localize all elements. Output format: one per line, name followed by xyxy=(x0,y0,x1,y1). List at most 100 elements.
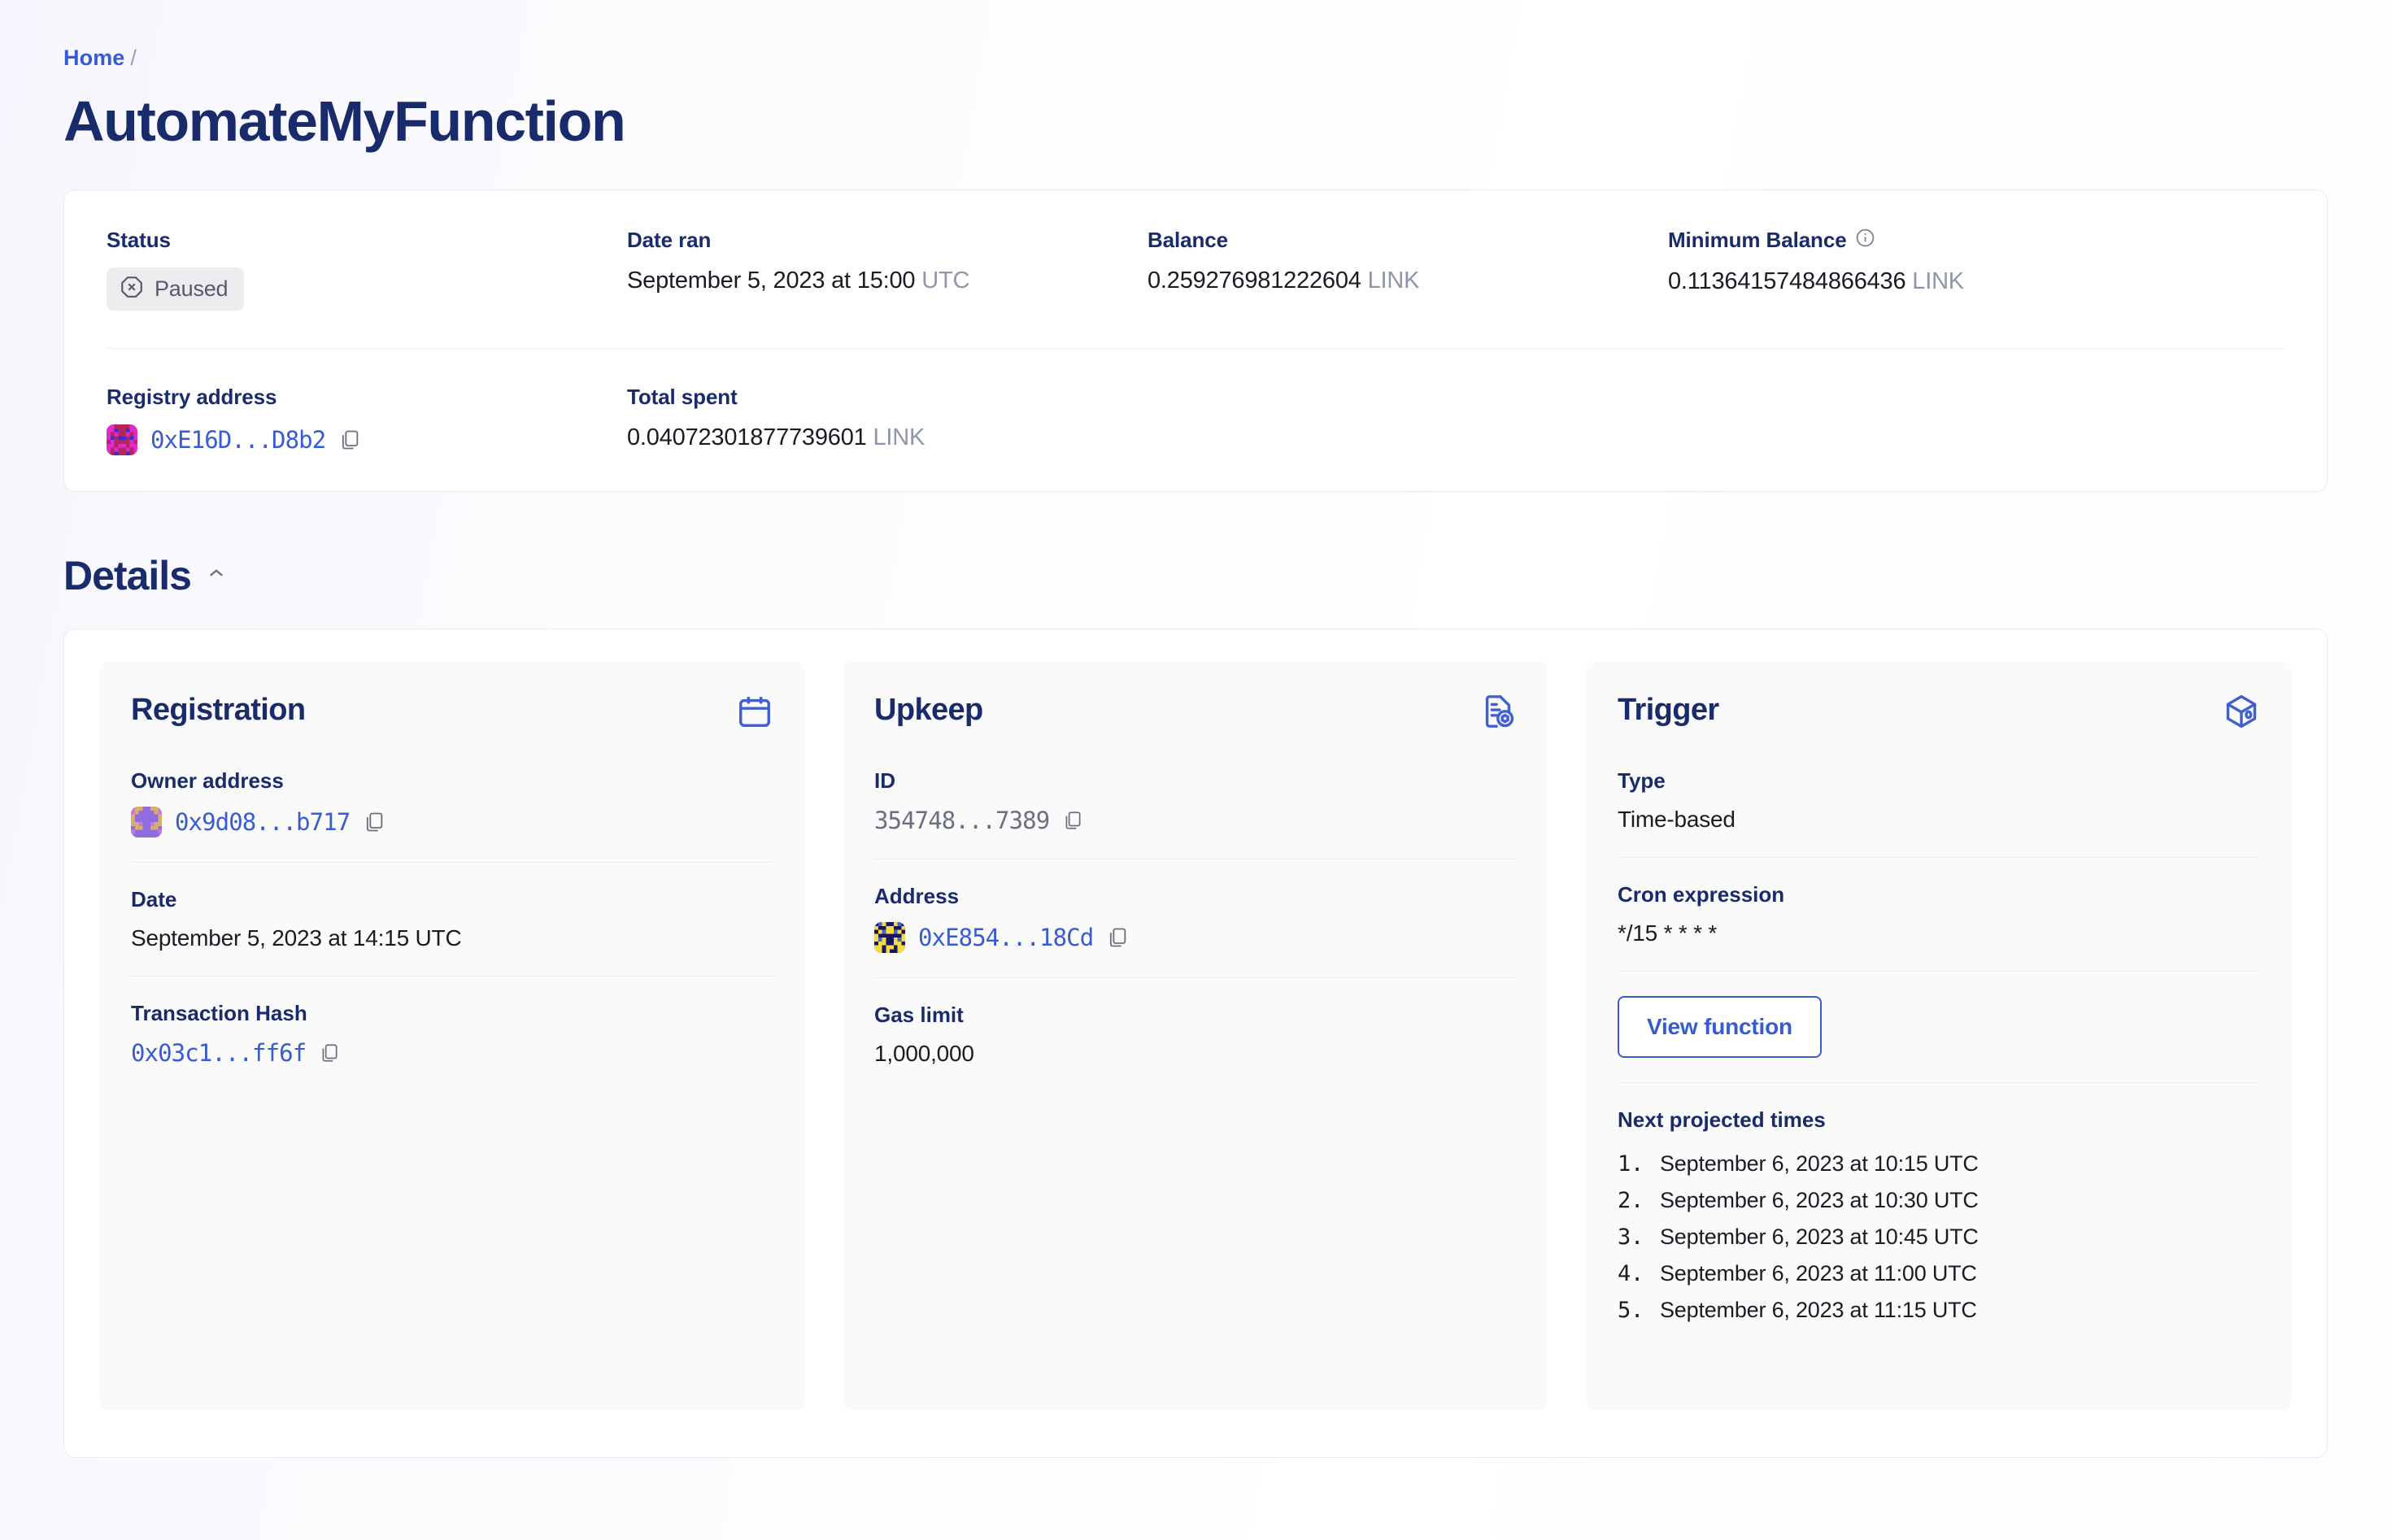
registration-panel: Registration Owner address xyxy=(100,661,804,1410)
registration-panel-title: Registration xyxy=(131,692,306,727)
gas-limit-label: Gas limit xyxy=(874,1002,964,1027)
details-title: Details xyxy=(63,552,192,598)
transaction-hash-row: Transaction Hash 0x03c1...ff6f xyxy=(131,1001,773,1091)
minimum-balance-field: Minimum Balance 0.11364157484866436 LINK xyxy=(1668,228,2284,348)
list-item: 3. September 6, 2023 at 10:45 UTC xyxy=(1618,1219,2260,1255)
cron-expression-value: */15 * * * * xyxy=(1618,920,1718,946)
summary-card: Status Paused Date ran September 5, 2023… xyxy=(63,189,2328,492)
copy-icon[interactable] xyxy=(319,1042,340,1064)
upkeep-id-text: 354748...7389 xyxy=(874,806,1050,834)
list-item: 2. September 6, 2023 at 10:30 UTC xyxy=(1618,1182,2260,1219)
date-ran-field: Date ran September 5, 2023 at 15:00 UTC xyxy=(627,228,1148,348)
projected-index: 1. xyxy=(1618,1151,1644,1177)
total-spent-label: Total spent xyxy=(627,384,738,409)
upkeep-id-value: 354748...7389 xyxy=(874,807,1517,834)
minimum-balance-label: Minimum Balance xyxy=(1668,228,2284,254)
minimum-balance-unit: LINK xyxy=(1912,268,1964,294)
document-seal-icon xyxy=(1479,693,1517,734)
registration-date-label: Date xyxy=(131,886,177,911)
upkeep-address-label: Address xyxy=(874,883,960,908)
registry-address-label: Registry address xyxy=(107,384,277,409)
projected-times-row: Next projected times 1. September 6, 202… xyxy=(1618,1107,2260,1353)
owner-address-label: Owner address xyxy=(131,768,284,793)
chevron-up-icon[interactable] xyxy=(206,563,227,588)
upkeep-address-link[interactable]: 0xE854...18Cd xyxy=(918,923,1094,951)
details-card: Registration Owner address xyxy=(63,628,2328,1458)
gas-limit-row: Gas limit 1,000,000 xyxy=(874,1003,1517,1091)
status-field: Status Paused xyxy=(107,228,627,348)
trigger-panel: Trigger Type Time-based xyxy=(1587,661,2291,1410)
cron-expression-label: Cron expression xyxy=(1618,881,1785,907)
balance-amount: 0.259276981222604 xyxy=(1148,267,1361,294)
minimum-balance-label-text: Minimum Balance xyxy=(1668,228,1847,252)
projected-time: September 6, 2023 at 11:15 UTC xyxy=(1660,1297,1977,1322)
date-ran-unit: UTC xyxy=(921,267,970,294)
transaction-hash-link[interactable]: 0x03c1...ff6f xyxy=(131,1038,307,1067)
projected-index: 2. xyxy=(1618,1187,1644,1213)
owner-address-value: 0x9d08...b717 xyxy=(131,806,773,837)
projected-index: 3. xyxy=(1618,1224,1644,1250)
gas-limit-value: 1,000,000 xyxy=(874,1040,974,1066)
owner-address-row: Owner address xyxy=(131,768,773,863)
total-spent-value: 0.04072301877739601 LINK xyxy=(627,424,1148,451)
status-label: Status xyxy=(107,227,171,252)
upkeep-id-label: ID xyxy=(874,768,895,793)
page-root: Home / AutomateMyFunction Status Paused xyxy=(63,46,2328,1458)
copy-icon[interactable] xyxy=(363,811,385,833)
total-spent-unit: LINK xyxy=(873,424,925,450)
trigger-panel-title: Trigger xyxy=(1618,692,1719,727)
breadcrumb-home-link[interactable]: Home xyxy=(63,46,125,70)
projected-time: September 6, 2023 at 10:15 UTC xyxy=(1660,1151,1979,1176)
upkeep-address-value: 0xE854...18Cd xyxy=(874,921,1517,953)
breadcrumb-separator: / xyxy=(130,46,137,70)
projected-times-list: 1. September 6, 2023 at 10:15 UTC 2. Sep… xyxy=(1618,1146,2260,1329)
registration-date-value: September 5, 2023 at 14:15 UTC xyxy=(131,924,462,951)
trigger-type-label: Type xyxy=(1618,768,1666,793)
details-header[interactable]: Details xyxy=(63,552,2328,599)
list-item: 1. September 6, 2023 at 10:15 UTC xyxy=(1618,1146,2260,1182)
upkeep-identicon xyxy=(874,921,905,953)
trigger-type-row: Type Time-based xyxy=(1618,768,2260,858)
status-badge: Paused xyxy=(107,267,245,311)
balance-field: Balance 0.259276981222604 LINK xyxy=(1148,228,1668,348)
summary-divider xyxy=(107,347,2284,349)
copy-icon[interactable] xyxy=(1106,926,1129,949)
date-ran-value: September 5, 2023 at 15:00 UTC xyxy=(627,268,1148,294)
upkeep-address-row: Address xyxy=(874,884,1517,978)
projected-index: 4. xyxy=(1618,1260,1644,1286)
owner-identicon xyxy=(131,806,162,837)
total-spent-field: Total spent 0.04072301877739601 LINK xyxy=(627,349,1148,455)
registry-address-field: Registry address xyxy=(107,349,627,455)
balance-label: Balance xyxy=(1148,227,1229,252)
upkeep-panel: Upkeep ID 354748...7389 xyxy=(843,661,1548,1410)
list-item: 4. September 6, 2023 at 11:00 UTC xyxy=(1618,1255,2260,1292)
summary-empty-cell-1 xyxy=(1148,349,1668,455)
upkeep-panel-title: Upkeep xyxy=(874,692,983,727)
minimum-balance-value: 0.11364157484866436 LINK xyxy=(1668,268,2284,295)
copy-icon[interactable] xyxy=(1062,810,1083,831)
transaction-hash-value: 0x03c1...ff6f xyxy=(131,1039,773,1067)
date-ran-label: Date ran xyxy=(627,227,712,252)
cube-icon xyxy=(2223,693,2260,734)
projected-times-label: Next projected times xyxy=(1618,1107,1826,1132)
transaction-hash-label: Transaction Hash xyxy=(131,1000,307,1025)
registry-address-link[interactable]: 0xE16D...D8b2 xyxy=(150,425,326,454)
projected-time: September 6, 2023 at 10:45 UTC xyxy=(1660,1224,1979,1249)
cron-expression-row: Cron expression */15 * * * * xyxy=(1618,882,2260,972)
calendar-icon xyxy=(736,693,773,734)
breadcrumb: Home / xyxy=(63,46,2328,71)
registration-date-row: Date September 5, 2023 at 14:15 UTC xyxy=(131,887,773,977)
info-icon[interactable] xyxy=(1855,228,1875,254)
owner-address-link[interactable]: 0x9d08...b717 xyxy=(175,807,351,836)
view-function-button[interactable]: View function xyxy=(1618,995,1822,1058)
registry-identicon xyxy=(107,424,137,455)
page-title: AutomateMyFunction xyxy=(63,89,626,153)
minimum-balance-amount: 0.11364157484866436 xyxy=(1668,268,1906,294)
list-item: 5. September 6, 2023 at 11:15 UTC xyxy=(1618,1292,2260,1329)
status-badge-label: Paused xyxy=(155,276,229,301)
balance-unit: LINK xyxy=(1367,267,1420,294)
octagon-x-icon xyxy=(120,275,144,303)
copy-icon[interactable] xyxy=(338,429,361,451)
registry-address-value: 0xE16D...D8b2 xyxy=(107,424,627,455)
total-spent-amount: 0.04072301877739601 xyxy=(627,424,867,450)
